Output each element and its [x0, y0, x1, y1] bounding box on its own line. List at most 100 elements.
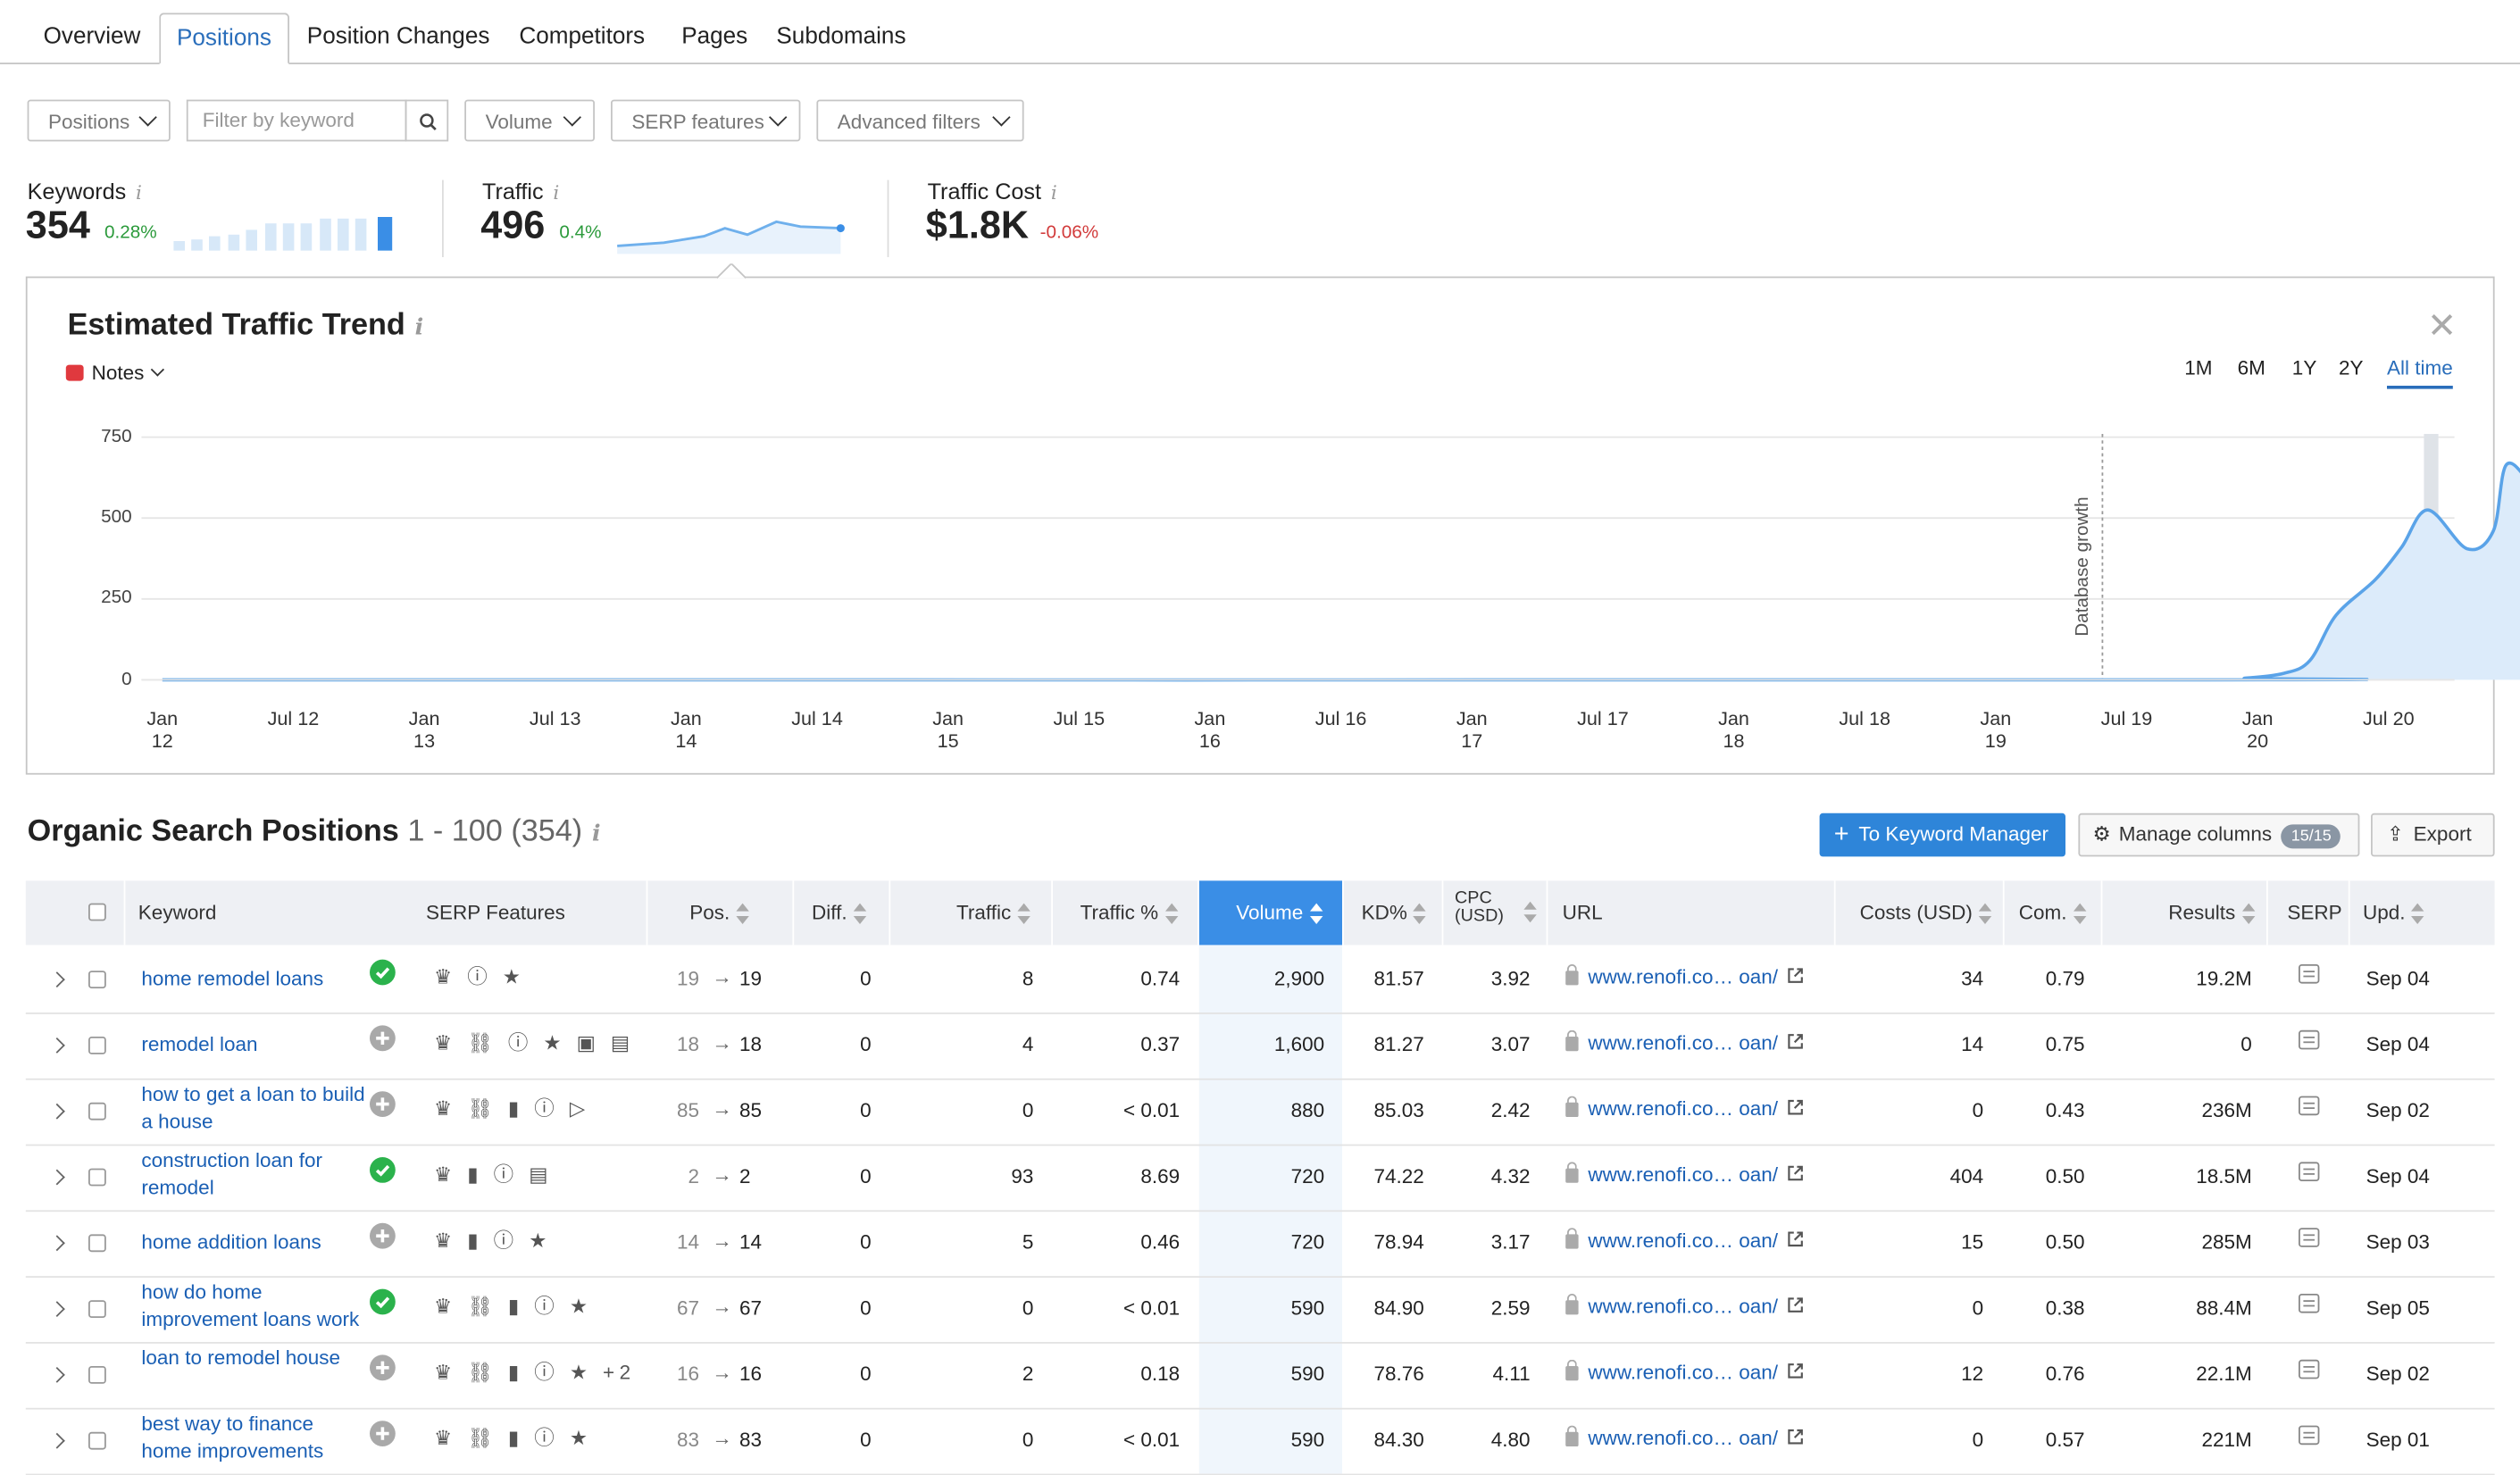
external-link-icon[interactable]	[1788, 1099, 1804, 1115]
add-circle-icon[interactable]	[370, 1025, 396, 1052]
header-url[interactable]: URL	[1562, 901, 1603, 924]
close-icon[interactable]: ✕	[2427, 305, 2457, 346]
header-diff[interactable]: Diff.	[812, 880, 867, 945]
header-updated[interactable]: Upd.	[2363, 880, 2425, 945]
external-link-icon[interactable]	[1788, 1231, 1804, 1247]
info-icon[interactable]: i	[591, 821, 601, 847]
serp-features-dropdown[interactable]: SERP features	[611, 99, 801, 142]
url-link[interactable]: www.renofi.co… oan/	[1588, 1361, 1778, 1384]
position-previous: 85	[676, 1099, 699, 1122]
traffic-line	[162, 461, 2520, 682]
to-keyword-manager-button[interactable]: + To Keyword Manager	[1819, 812, 2065, 857]
lock-icon	[1565, 1029, 1579, 1052]
url-link[interactable]: www.renofi.co… oan/	[1588, 1097, 1778, 1121]
check-circle-icon[interactable]	[370, 1288, 396, 1315]
external-link-icon[interactable]	[1788, 1165, 1804, 1181]
url-link[interactable]: www.renofi.co… oan/	[1588, 965, 1778, 988]
serp-feature-icons: ♛ ⓘ ★	[434, 965, 526, 988]
serp-snapshot-icon[interactable]	[2299, 1029, 2320, 1050]
keyword-link[interactable]: home addition loans	[141, 1230, 321, 1254]
range-6m[interactable]: 6M	[2237, 356, 2265, 379]
serp-snapshot-icon[interactable]	[2299, 1228, 2320, 1247]
info-icon[interactable]: i	[1050, 181, 1057, 204]
external-link-icon[interactable]	[1788, 1033, 1804, 1049]
advanced-filters-dropdown[interactable]: Advanced filters	[816, 99, 1024, 142]
header-serp[interactable]: SERP	[2287, 901, 2342, 924]
row-checkbox[interactable]	[88, 1366, 106, 1384]
add-circle-icon[interactable]	[370, 1421, 396, 1446]
keyword-link[interactable]: how do home improvement loans work	[141, 1280, 360, 1331]
tab-overview[interactable]: Overview	[43, 24, 141, 50]
range-1m[interactable]: 1M	[2184, 356, 2213, 379]
results-range: 1 - 100 (354)	[407, 814, 583, 849]
select-all-checkbox[interactable]	[88, 903, 106, 921]
external-link-icon[interactable]	[1788, 968, 1804, 984]
keyword-link[interactable]: remodel loan	[141, 1033, 258, 1056]
updated-date: Sep 04	[2366, 1165, 2430, 1188]
tab-position-changes[interactable]: Position Changes	[306, 24, 490, 50]
notes-dropdown[interactable]: Notes	[65, 362, 164, 384]
keyword-link[interactable]: how to get a loan to build a house	[141, 1083, 365, 1133]
external-link-icon[interactable]	[1788, 1362, 1804, 1379]
row-checkbox[interactable]	[88, 971, 106, 988]
range-1y[interactable]: 1Y	[2291, 356, 2317, 379]
check-circle-icon[interactable]	[370, 959, 396, 986]
tab-subdomains[interactable]: Subdomains	[776, 24, 906, 50]
export-button[interactable]: ⇪ Export	[2371, 812, 2495, 857]
range-2y[interactable]: 2Y	[2339, 356, 2364, 379]
header-traffic[interactable]: Traffic	[956, 880, 1031, 945]
url-link[interactable]: www.renofi.co… oan/	[1588, 1229, 1778, 1253]
keyword-link[interactable]: best way to finance home improvements	[141, 1412, 324, 1462]
keyword-link[interactable]: construction loan for remodel	[141, 1149, 323, 1199]
add-circle-icon[interactable]	[370, 1354, 396, 1381]
serp-snapshot-icon[interactable]	[2299, 964, 2320, 984]
kd-value: 84.30	[1373, 1429, 1424, 1452]
row-checkbox[interactable]	[88, 1102, 106, 1121]
info-icon[interactable]: i	[553, 181, 560, 204]
lock-icon	[1565, 1359, 1579, 1381]
serp-snapshot-icon[interactable]	[2299, 1162, 2320, 1181]
search-button[interactable]	[405, 99, 449, 142]
updated-date: Sep 04	[2366, 967, 2430, 990]
serp-snapshot-icon[interactable]	[2299, 1425, 2320, 1446]
info-icon[interactable]: i	[414, 314, 424, 341]
serp-feature-icons: ♛ ▮ ⓘ ▤	[434, 1163, 553, 1187]
row-checkbox[interactable]	[88, 1037, 106, 1054]
row-checkbox[interactable]	[88, 1431, 106, 1450]
url-link[interactable]: www.renofi.co… oan/	[1588, 1031, 1778, 1054]
keyword-link[interactable]: loan to remodel house	[141, 1346, 341, 1370]
add-circle-icon[interactable]	[370, 1091, 396, 1117]
row-checkbox[interactable]	[88, 1168, 106, 1187]
info-icon[interactable]: i	[136, 181, 142, 204]
external-link-icon[interactable]	[1788, 1429, 1804, 1445]
header-cpc[interactable]: CPC (USD)	[1455, 888, 1505, 926]
range-all-time[interactable]: All time	[2387, 357, 2453, 389]
serp-snapshot-icon[interactable]	[2299, 1096, 2320, 1116]
header-costs[interactable]: Costs (USD)	[1860, 880, 1992, 945]
row-checkbox[interactable]	[88, 1300, 106, 1318]
positions-filter-dropdown[interactable]: Positions	[27, 99, 171, 142]
volume-filter-dropdown[interactable]: Volume	[464, 99, 595, 142]
header-results[interactable]: Results	[2168, 880, 2255, 945]
add-circle-icon[interactable]	[370, 1222, 396, 1249]
url-link[interactable]: www.renofi.co… oan/	[1588, 1427, 1778, 1450]
header-serp-features[interactable]: SERP Features	[426, 901, 565, 924]
serp-snapshot-icon[interactable]	[2299, 1359, 2320, 1379]
external-link-icon[interactable]	[1788, 1297, 1804, 1313]
header-keyword[interactable]: Keyword	[138, 901, 217, 924]
url-link[interactable]: www.renofi.co… oan/	[1588, 1295, 1778, 1318]
header-volume[interactable]: Volume	[1236, 880, 1323, 945]
serp-snapshot-icon[interactable]	[2299, 1294, 2320, 1313]
header-pos[interactable]: Pos.	[689, 880, 749, 945]
tab-positions[interactable]: Positions	[159, 12, 289, 64]
keyword-link[interactable]: home remodel loans	[141, 967, 324, 990]
row-checkbox[interactable]	[88, 1234, 106, 1253]
header-com[interactable]: Com.	[2019, 880, 2087, 945]
header-traffic-pct[interactable]: Traffic %	[1081, 880, 1178, 945]
tab-pages[interactable]: Pages	[681, 24, 748, 50]
tab-competitors[interactable]: Competitors	[519, 24, 646, 50]
header-kd[interactable]: KD%	[1362, 880, 1427, 945]
url-link[interactable]: www.renofi.co… oan/	[1588, 1163, 1778, 1187]
manage-columns-button[interactable]: ⚙ Manage columns 15/15	[2078, 812, 2360, 857]
check-circle-icon[interactable]	[370, 1157, 396, 1183]
